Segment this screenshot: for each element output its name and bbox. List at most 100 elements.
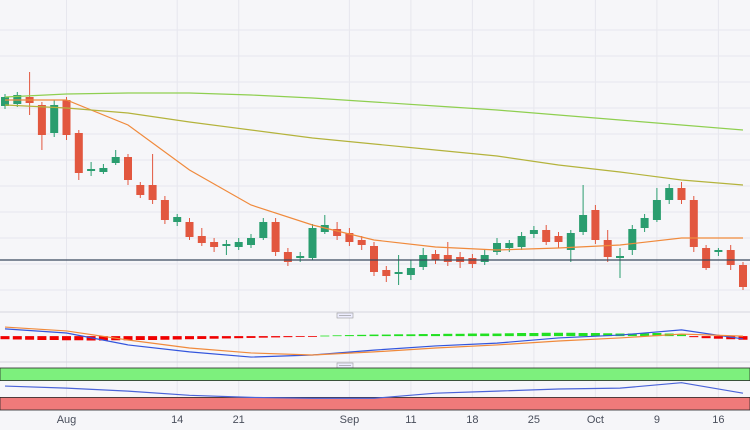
histogram-bar	[590, 333, 600, 337]
candle-body	[505, 243, 514, 248]
histogram-bar	[12, 336, 22, 340]
candle-body	[689, 200, 698, 247]
candle-body	[714, 250, 723, 252]
candle-body	[1, 97, 9, 106]
histogram-bar	[62, 336, 71, 341]
candle-body	[702, 248, 711, 268]
candle-body	[394, 272, 403, 274]
histogram-bar	[197, 336, 207, 339]
candle-body	[62, 100, 71, 135]
histogram-bar	[517, 333, 527, 337]
histogram-bar	[394, 334, 404, 337]
histogram-bar	[381, 334, 391, 337]
histogram-bar	[467, 333, 477, 337]
candle-body	[665, 188, 674, 200]
histogram-bar	[37, 336, 47, 340]
histogram-bar	[160, 336, 170, 340]
candle-body	[739, 265, 747, 287]
histogram-bar	[603, 333, 613, 337]
x-tick-label: Sep	[340, 414, 360, 426]
candle-body	[616, 256, 624, 258]
histogram-bar	[689, 336, 699, 338]
candle-body	[542, 230, 551, 242]
histogram-bar	[283, 336, 293, 338]
histogram-bar	[0, 336, 10, 340]
histogram-bar	[492, 333, 502, 337]
histogram-bar	[738, 336, 748, 340]
histogram-bar	[443, 333, 453, 337]
histogram-bar	[406, 334, 416, 337]
histogram-bar	[123, 336, 133, 341]
histogram-bar	[185, 336, 194, 340]
histogram-bar	[295, 336, 305, 337]
candle-body	[210, 242, 219, 247]
candle-body	[234, 242, 243, 247]
candle-body	[579, 215, 588, 232]
histogram-bar	[529, 333, 539, 337]
histogram-bar	[578, 333, 588, 337]
histogram-bar	[357, 334, 367, 337]
histogram-bar	[566, 332, 576, 337]
x-tick-label: 14	[171, 414, 183, 426]
x-tick-label: 9	[654, 414, 660, 426]
histogram-bar	[344, 335, 354, 337]
candle-body	[124, 157, 132, 180]
candle-body	[345, 233, 354, 242]
indicator-line	[4, 382, 744, 399]
candle-body	[443, 255, 452, 262]
histogram-bar	[332, 335, 342, 337]
candle-body	[308, 228, 317, 258]
panel-handle[interactable]	[336, 362, 354, 369]
candle-body	[185, 222, 194, 237]
x-tick-label: 18	[466, 414, 478, 426]
candle-body	[406, 268, 415, 275]
histogram-bar	[148, 336, 158, 340]
candle-body	[529, 230, 538, 234]
candle-body	[222, 244, 231, 246]
histogram-bar	[627, 333, 637, 337]
candle-body	[197, 236, 206, 243]
histogram-bar	[135, 336, 145, 340]
candle-body	[136, 185, 145, 195]
candle-body	[333, 229, 342, 236]
candle-body	[50, 105, 59, 133]
candle-body	[493, 243, 501, 252]
x-tick-label: 16	[712, 414, 724, 426]
x-tick-label: 11	[405, 414, 416, 426]
histogram-bar	[25, 336, 35, 340]
candle-body	[160, 200, 169, 220]
indicator-line	[4, 92, 744, 131]
panel-handle[interactable]	[336, 312, 354, 319]
histogram-bar	[209, 336, 219, 339]
candle-body	[283, 252, 292, 262]
indicator-line	[4, 326, 744, 356]
x-tick-label: 21	[233, 414, 245, 426]
candle-body	[591, 210, 600, 240]
histogram-bar	[246, 336, 256, 338]
histogram-bar	[98, 336, 108, 341]
candle-body	[247, 238, 255, 245]
candle-body	[468, 258, 477, 264]
candle-body	[357, 240, 366, 245]
histogram-bar	[418, 334, 428, 337]
histogram-bar	[320, 335, 330, 337]
histogram-bar	[74, 336, 84, 341]
histogram-bar	[234, 336, 244, 339]
histogram-bar	[49, 336, 59, 340]
indicator-line	[4, 328, 744, 358]
histogram-bar	[677, 334, 686, 337]
candle-body	[517, 236, 526, 247]
candle-body	[677, 188, 686, 200]
candle-body	[148, 185, 157, 200]
histogram-bar	[701, 336, 711, 339]
histogram-bar	[455, 333, 465, 337]
histogram-bar	[480, 333, 490, 337]
histogram-bar	[271, 336, 281, 338]
candle-body	[370, 246, 378, 272]
histogram-bar	[431, 334, 440, 337]
candle-body	[99, 168, 108, 172]
candle-body	[37, 105, 46, 135]
histogram-bar	[308, 336, 317, 337]
